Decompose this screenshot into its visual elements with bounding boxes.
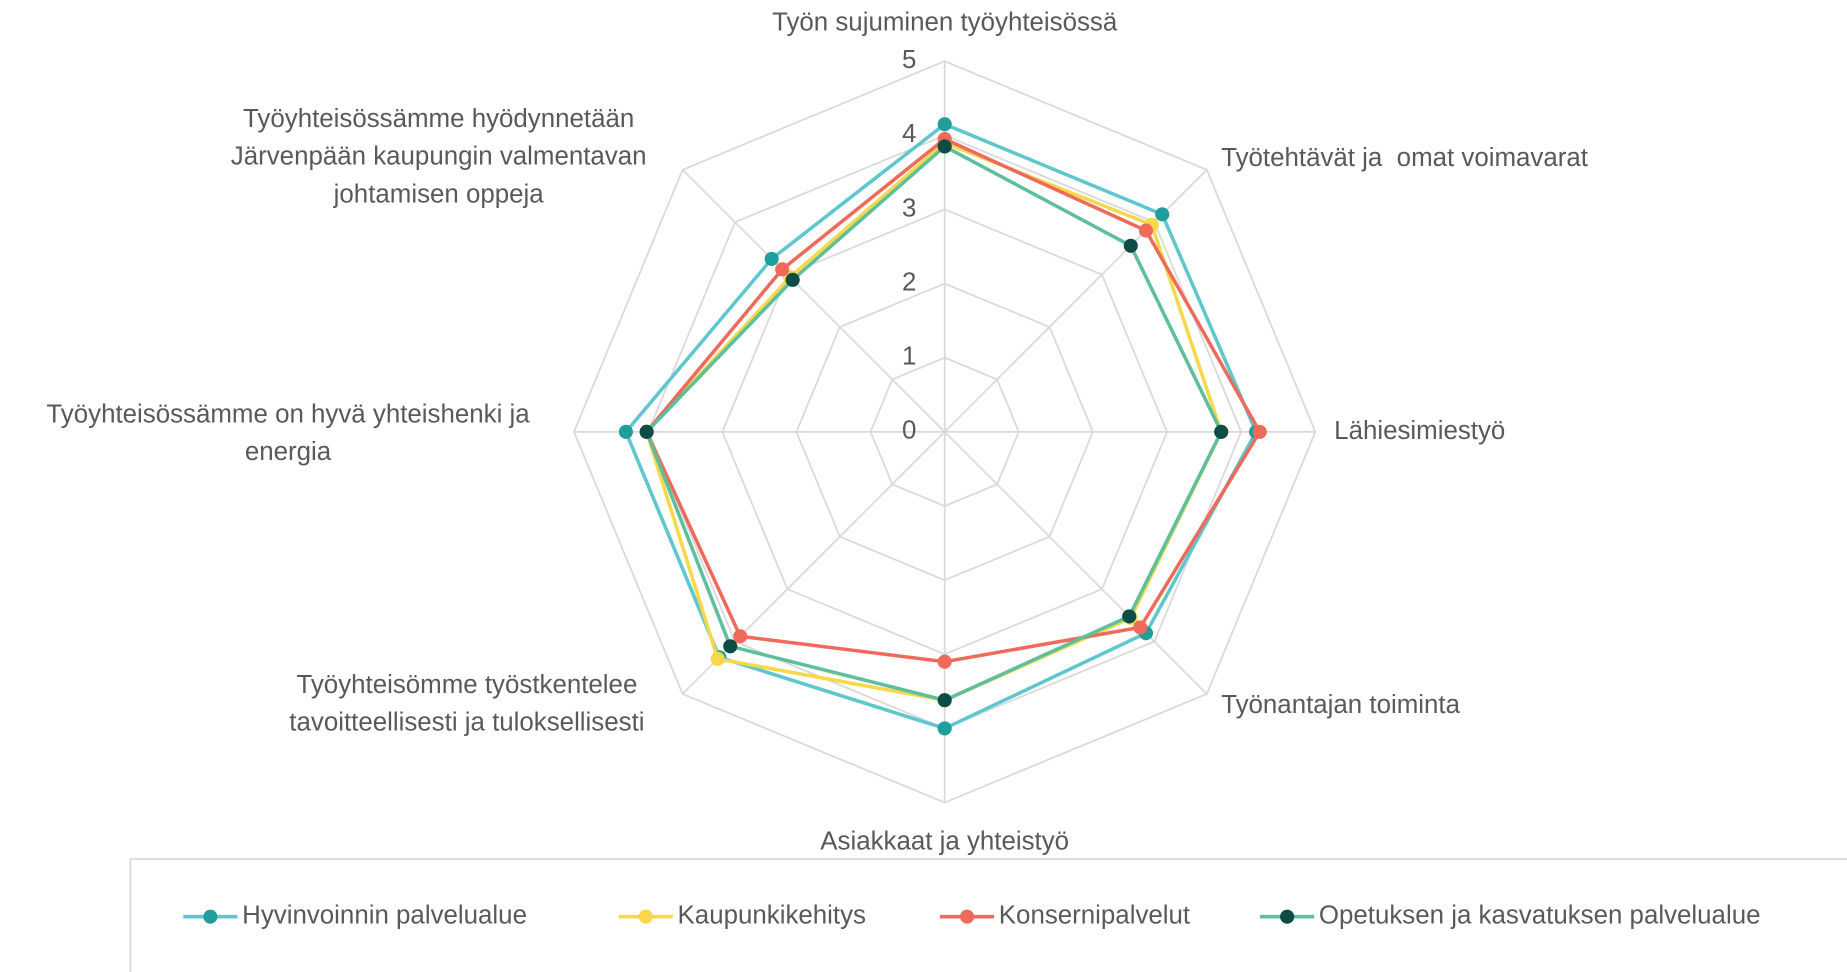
marker	[1138, 223, 1154, 238]
marker	[1133, 620, 1148, 635]
category-label: Lähiesimiestyö	[1334, 417, 1505, 445]
legend-marker	[203, 909, 218, 924]
category-label: Työyhteisössämme on hyvä yhteishenki ja e…	[46, 400, 530, 466]
marker	[639, 424, 654, 439]
legend-marker	[959, 909, 975, 924]
marker	[937, 139, 952, 154]
marker	[937, 721, 952, 736]
category-line: tavoitteellisesti ja tuloksellisesti	[289, 709, 644, 737]
legend-marker	[1280, 909, 1295, 924]
category-line: Työyhteisömme työstkentelee	[296, 671, 637, 699]
r-tick-label: 3	[902, 194, 916, 222]
marker	[723, 639, 738, 654]
marker	[937, 693, 952, 708]
r-tick-label: 2	[902, 268, 916, 296]
marker	[618, 424, 633, 439]
category-line: Työnantajan toiminta	[1221, 691, 1460, 719]
category-line: Työyhteisössämme on hyvä yhteishenki ja	[46, 400, 530, 428]
legend-label: Opetuksen ja kasvatuksen palvelualue	[1319, 902, 1761, 930]
legend-box	[129, 858, 1847, 972]
marker	[785, 272, 800, 287]
legend-label: Hyvinvoinnin palvelualue	[242, 902, 527, 930]
r-tick-label: 1	[902, 343, 916, 371]
marker	[1123, 238, 1138, 253]
category-line: Asiakkaat ja yhteistyö	[820, 827, 1069, 855]
category-line: johtamisen oppeja	[333, 180, 545, 208]
marker	[937, 117, 952, 132]
category-line: Järvenpään kaupungin valmentavan	[231, 143, 647, 171]
spoke	[681, 169, 946, 433]
marker	[733, 629, 748, 644]
category-line: Lähiesimiestyö	[1334, 417, 1505, 445]
marker	[1155, 207, 1170, 222]
category-line: Työn sujuminen työyhteisössä	[772, 8, 1118, 36]
legend-label: Konsernipalvelut	[999, 902, 1190, 930]
marker	[764, 251, 779, 266]
marker	[775, 262, 790, 277]
category-label: Työyhteisössämme hyödynnetään Järvenpään …	[231, 105, 647, 208]
r-tick-label: 0	[902, 417, 916, 445]
legend-marker	[638, 909, 653, 924]
category-label: Työnantajan toiminta	[1221, 691, 1460, 719]
category-label: Työtehtävät ja omat voimavarat	[1221, 144, 1588, 172]
r-tick-label: 4	[902, 120, 916, 148]
marker	[710, 651, 725, 666]
category-label: Asiakkaat ja yhteistyö	[820, 827, 1069, 855]
marker	[1252, 424, 1267, 439]
legend-label: Kaupunkikehitys	[678, 902, 866, 930]
marker	[937, 654, 952, 669]
category-label: Työn sujuminen työyhteisössä	[772, 8, 1118, 36]
marker	[1122, 609, 1137, 624]
category-line: Työyhteisössämme hyödynnetään	[243, 105, 634, 133]
marker	[1214, 424, 1229, 439]
r-tick-label: 5	[902, 46, 916, 74]
spoke	[944, 431, 1208, 695]
category-line: energia	[245, 438, 332, 466]
category-line: Työtehtävät ja omat voimavarat	[1221, 144, 1588, 172]
category-label: Työyhteisömme työstkentelee tavoitteellis…	[289, 671, 644, 737]
